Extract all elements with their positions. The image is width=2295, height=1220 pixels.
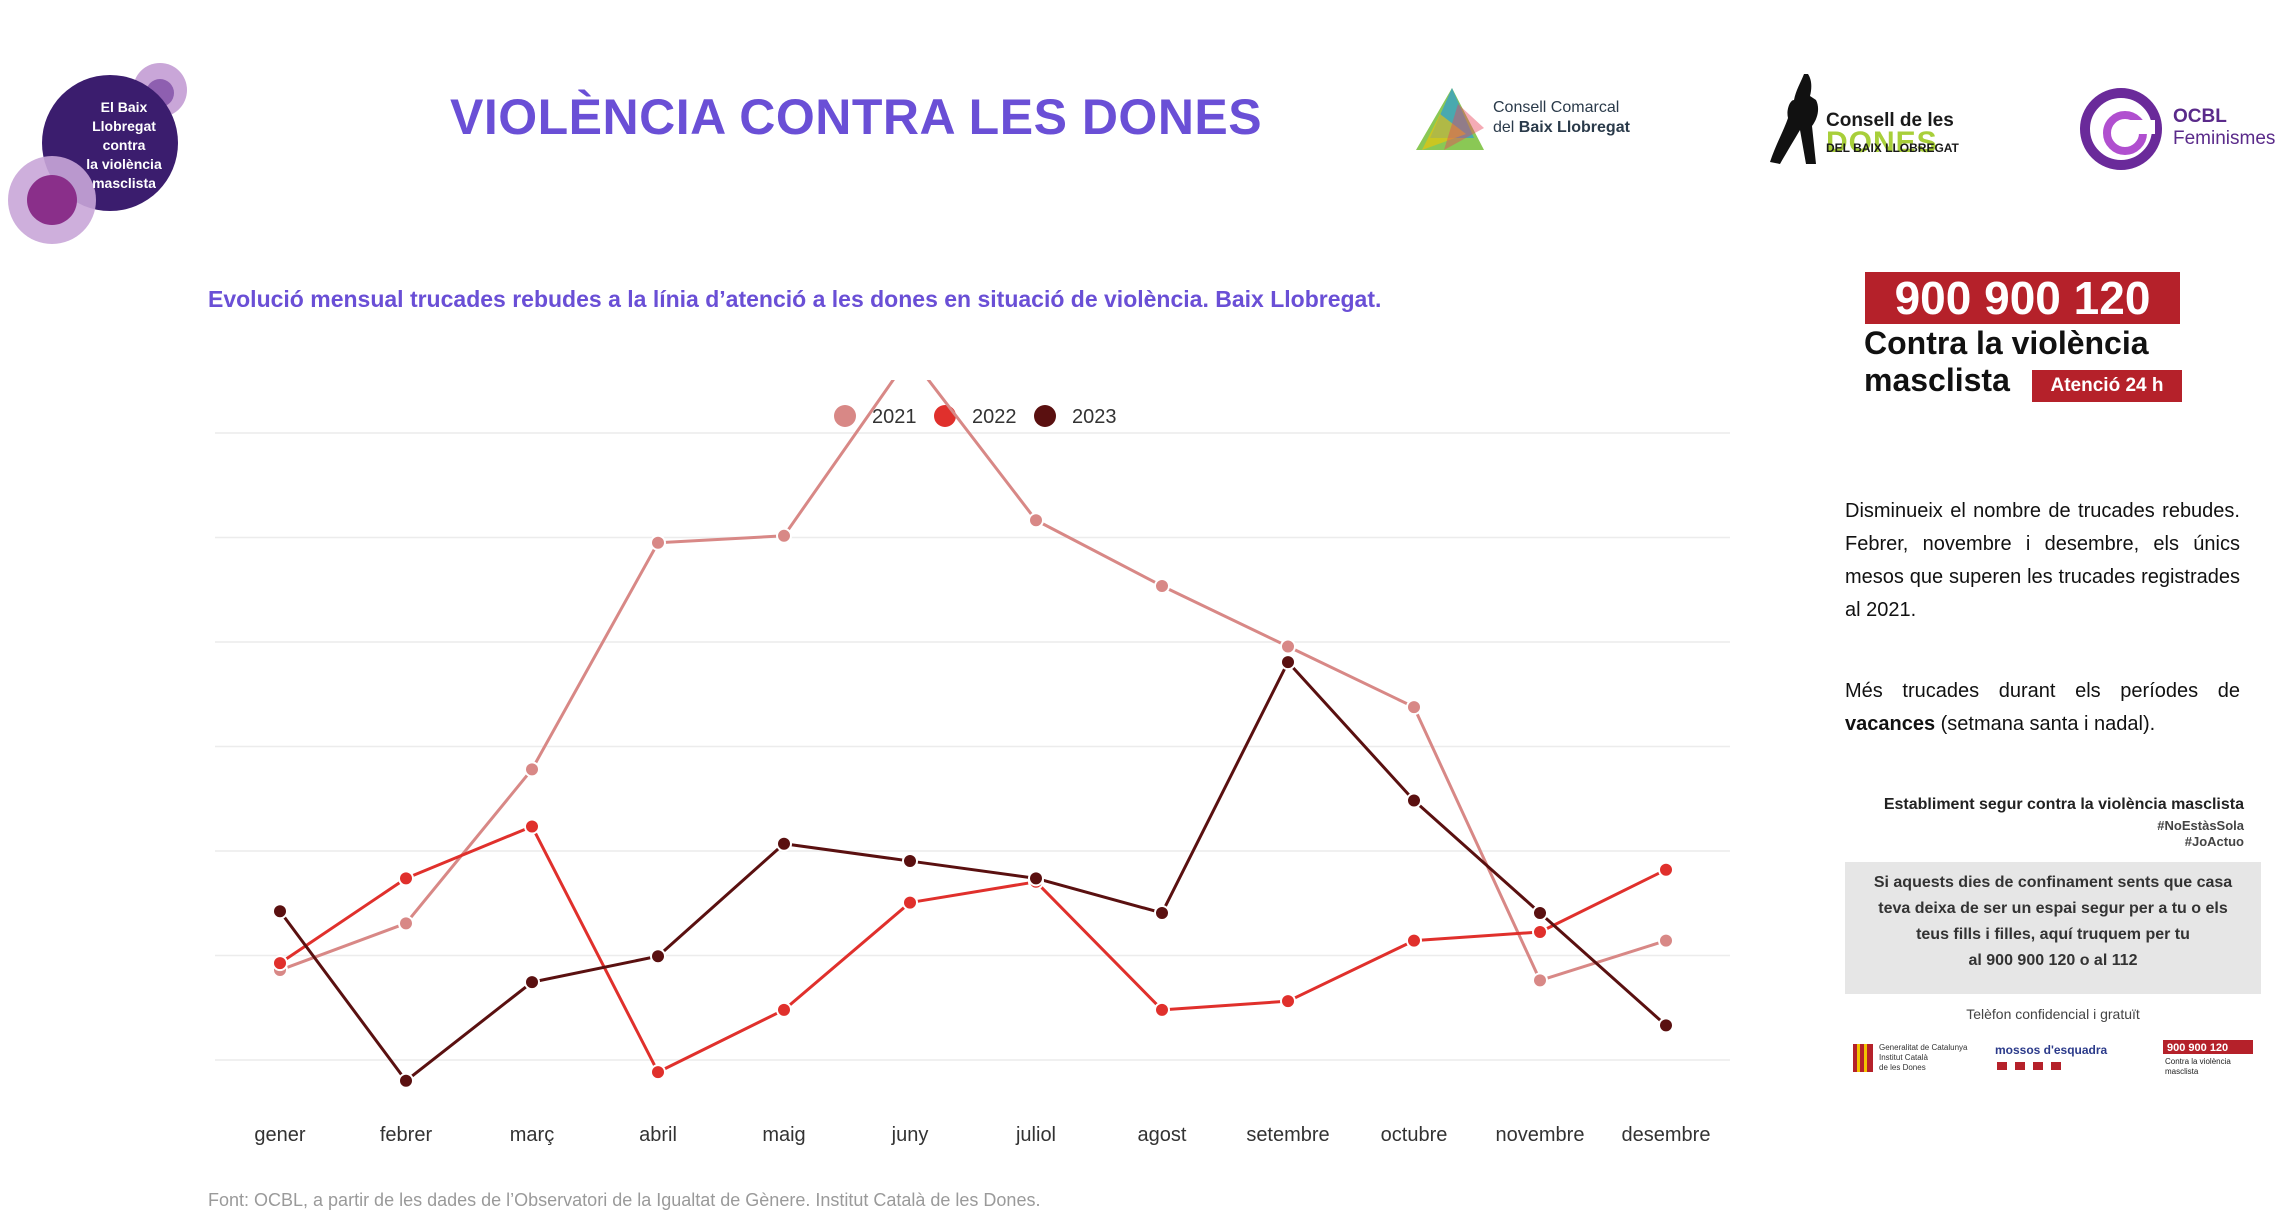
legend-marker-2023 xyxy=(1034,405,1056,427)
data-point-2022-maig xyxy=(776,1001,792,1018)
chart-legend: 2021 2022 2023 xyxy=(834,405,1117,428)
data-point-2023-agost xyxy=(1154,904,1170,921)
legend-marker-2022 xyxy=(934,405,956,427)
note-decrease: Disminueix el nombre de trucades rebudes… xyxy=(1845,500,2240,621)
consell-comarcal-logo xyxy=(1416,88,1484,150)
data-point-2023-juliol xyxy=(1028,870,1044,887)
series-line-2021 xyxy=(279,380,1667,982)
legend-label-2023: 2023 xyxy=(1072,406,1117,428)
x-tick-label-març: març xyxy=(510,1124,554,1146)
data-point-2022-desembre xyxy=(1658,861,1674,878)
data-point-2021-maig xyxy=(776,527,792,544)
svg-text:Generalitat de Catalunya: Generalitat de Catalunya xyxy=(1879,1043,1968,1052)
line-chart: 2021 2022 2023 gener febrer març abril maig jun… xyxy=(215,380,1730,1146)
x-tick-label-novembre: novembre xyxy=(1496,1124,1585,1146)
data-point-2023-maig xyxy=(776,835,792,852)
page-title: VIOLÈNCIA CONTRA LES DONES xyxy=(450,89,1263,145)
x-tick-label-abril: abril xyxy=(639,1124,677,1146)
svg-text:Institut Català: Institut Català xyxy=(1879,1053,1928,1062)
data-point-2021-febrer xyxy=(398,915,414,932)
poster-title: Establiment segur contra la violència ma… xyxy=(1883,796,2244,813)
x-tick-label-gener: gener xyxy=(254,1124,305,1146)
data-point-2023-novembre xyxy=(1532,904,1548,921)
series-line-2022 xyxy=(279,824,1667,1074)
data-point-2022-setembre xyxy=(1280,993,1296,1010)
hotline-number: 900 900 120 xyxy=(1865,272,2180,324)
data-point-2022-març xyxy=(524,818,540,835)
series-line-2023 xyxy=(278,660,1667,1083)
data-point-2022-novembre xyxy=(1532,923,1548,940)
consell-comarcal-text: Consell Comarcal del Baix Llobregat xyxy=(1493,99,1630,136)
x-tick-label-desembre: desembre xyxy=(1622,1124,1711,1146)
poster-hashtag-2: #JoActuo xyxy=(2184,834,2244,849)
data-point-2021-setembre xyxy=(1280,638,1296,655)
data-point-2021-juliol xyxy=(1028,512,1044,529)
baix-llobregat-logo xyxy=(8,63,187,244)
data-point-2022-febrer xyxy=(398,870,414,887)
hotline-line2: masclista xyxy=(1864,362,2010,398)
series-lines xyxy=(278,380,1667,1083)
data-point-2022-gener xyxy=(272,955,288,972)
ocbl-text: OCBL Feminismes xyxy=(2173,106,2276,149)
legend-label-2021: 2021 xyxy=(872,406,917,428)
dones-logo-line2: DONES xyxy=(1826,126,1938,159)
hotline-badge: Atenció 24 h xyxy=(2032,370,2182,402)
data-point-2022-juny xyxy=(902,894,918,911)
poster-phone-note: Telèfon confidencial i gratuït xyxy=(1966,1006,2140,1022)
grid-lines xyxy=(215,432,1730,1061)
data-point-2021-novembre xyxy=(1532,972,1548,989)
data-point-2023-setembre xyxy=(1280,654,1296,671)
legend-marker-2021 xyxy=(834,405,856,427)
x-tick-label-setembre: setembre xyxy=(1246,1124,1329,1146)
data-point-2023-gener xyxy=(272,903,288,920)
data-point-2021-desembre xyxy=(1658,932,1674,949)
x-tick-label-maig: maig xyxy=(762,1124,805,1146)
svg-text:masclista: masclista xyxy=(2165,1067,2199,1076)
left-logo-text: El Baix Llobregat contra la violència ma… xyxy=(86,99,162,191)
data-point-2022-agost xyxy=(1154,1001,1170,1018)
data-point-2021-abril xyxy=(650,534,666,551)
svg-text:900 900 120: 900 900 120 xyxy=(2167,1042,2228,1054)
source-note: Font: OCBL, a partir de les dades de l’O… xyxy=(208,1190,1041,1210)
data-point-2021-octubre xyxy=(1406,699,1422,716)
x-tick-label-juny: juny xyxy=(891,1124,929,1146)
x-tick-label-juliol: juliol xyxy=(1015,1124,1056,1146)
poster-logos-row: Generalitat de Catalunya Institut Català… xyxy=(1853,1040,2253,1076)
legend-label-2022: 2022 xyxy=(972,406,1017,428)
data-point-2021-març xyxy=(524,761,540,778)
data-point-2022-abril xyxy=(650,1064,666,1081)
dones-logo-line3: DEL BAIX LLOBREGAT xyxy=(1826,141,1959,155)
note-vacations: Més trucades durant els períodes de vaca… xyxy=(1845,680,2240,735)
poster-message-box: Si aquests dies de confinament sents que… xyxy=(1845,862,2261,994)
svg-text:de les Dones: de les Dones xyxy=(1879,1063,1926,1072)
svg-text:mossos d'esquadra: mossos d'esquadra xyxy=(1995,1043,2108,1057)
hotline-line1: Contra la violència xyxy=(1864,325,2149,361)
x-axis-labels: gener febrer març abril maig juny juliol agost s… xyxy=(254,1124,1710,1146)
data-point-2023-desembre xyxy=(1658,1017,1674,1034)
ocbl-logo xyxy=(2080,88,2162,170)
data-point-2023-març xyxy=(524,974,540,991)
x-tick-label-febrer: febrer xyxy=(380,1124,433,1146)
poster-hashtag-1: #NoEstàsSola xyxy=(2157,818,2244,833)
data-point-2021-agost xyxy=(1154,577,1170,594)
consell-dones-logo xyxy=(1770,74,1819,164)
data-point-2022-octubre xyxy=(1406,932,1422,949)
x-tick-label-agost: agost xyxy=(1138,1124,1187,1146)
x-tick-label-octubre: octubre xyxy=(1381,1124,1448,1146)
data-point-2023-abril xyxy=(650,948,666,965)
chart-subtitle: Evolució mensual trucades rebudes a la l… xyxy=(208,286,1382,312)
data-point-2023-octubre xyxy=(1406,792,1422,809)
series-points xyxy=(272,512,1674,1089)
data-point-2023-febrer xyxy=(398,1072,414,1089)
svg-text:Contra la violència: Contra la violència xyxy=(2165,1057,2231,1066)
dones-logo-line1: Consell de les xyxy=(1826,110,1954,131)
data-point-2023-juny xyxy=(902,853,918,870)
